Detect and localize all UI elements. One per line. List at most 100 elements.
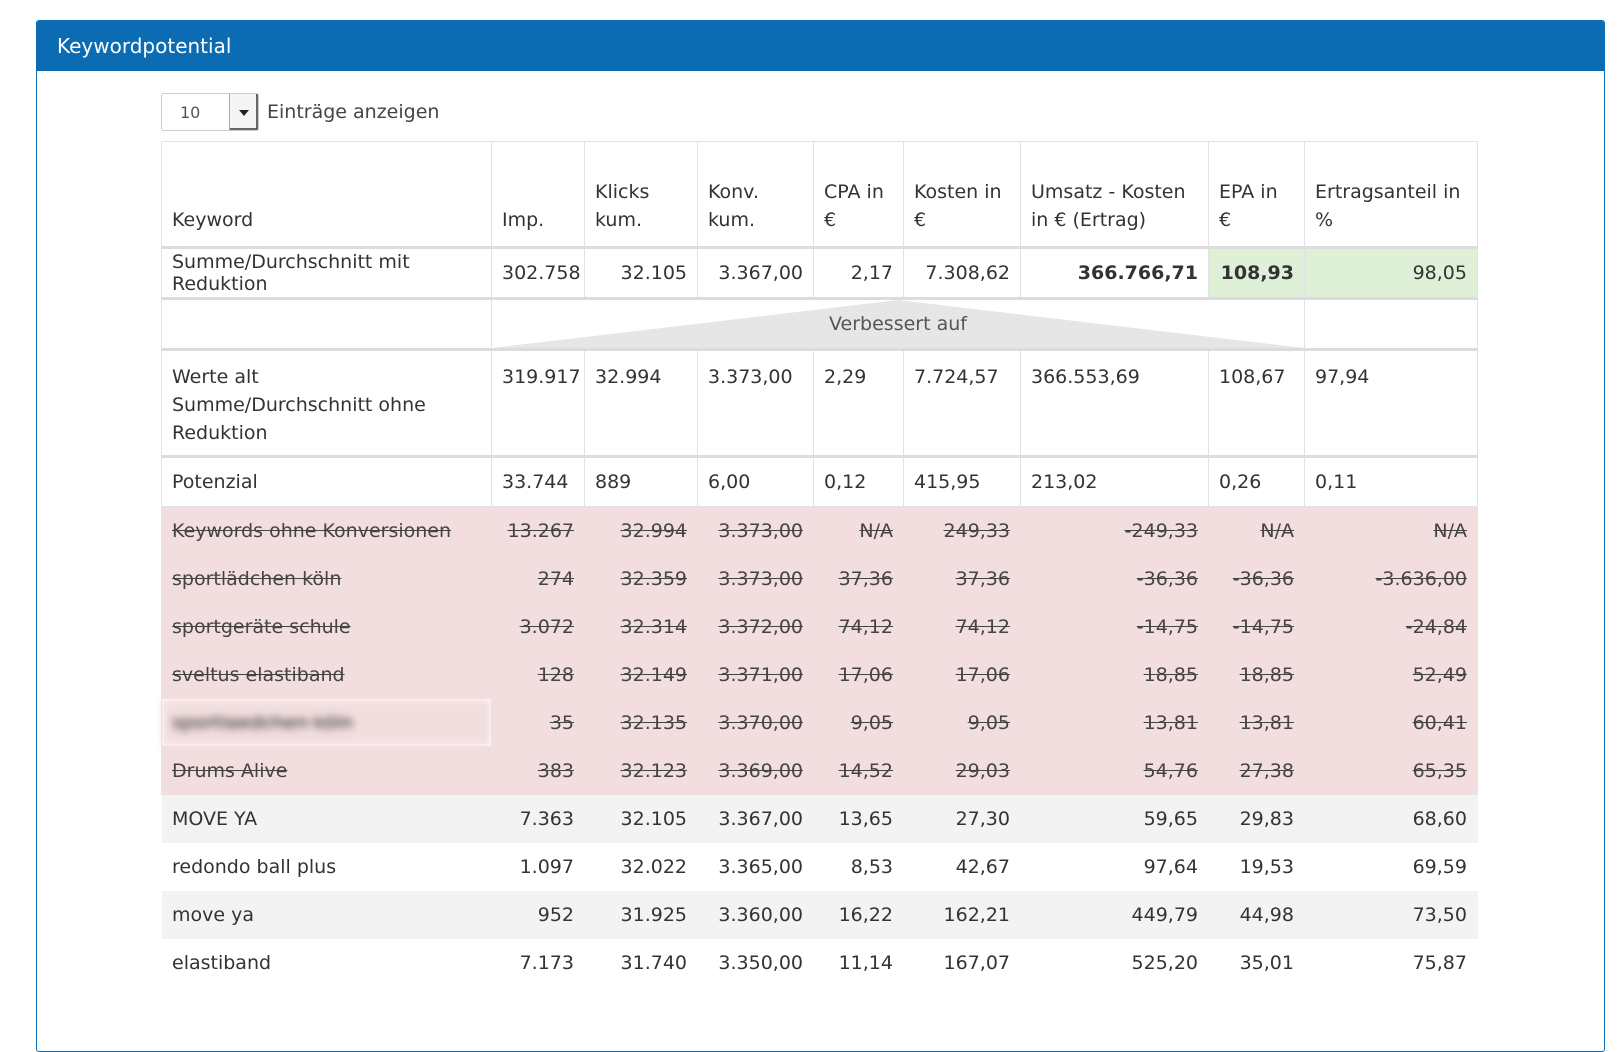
table-row: redondo ball plus 1.097 32.022 3.365,00 8,53… — [162, 843, 1478, 891]
value-cell: 13,65 — [813, 794, 904, 843]
value-cell: 3.373,00 — [697, 554, 814, 603]
removed-keyword-row: sportlaedchen köln 35 32.135 3.370,00 9,05 9,… — [161, 698, 1478, 747]
value-cell: 19,53 — [1239, 855, 1294, 878]
value-cell: 31.925 — [584, 890, 698, 939]
value-cell: -36,36 — [1208, 554, 1305, 603]
keyword-cell: sportgeräte schule — [161, 602, 492, 651]
entries-length-control: 10 Einträge anzeigen — [161, 92, 439, 132]
column-header[interactable]: EPA in € — [1208, 141, 1305, 249]
value-cell: 97,64 — [1143, 855, 1198, 878]
value-cell: 29,03 — [903, 746, 1021, 795]
value-cell: 274 — [491, 554, 585, 603]
value-cell: 44,98 — [1208, 890, 1305, 939]
value-cell: 18,85 — [1208, 650, 1305, 699]
value-cell: 383 — [491, 746, 585, 795]
value-cell: N/A — [1304, 506, 1478, 555]
old-values-row: Werte alt Summe/Durchschnitt ohne Redukti… — [161, 349, 1478, 458]
old-values-label: Werte alt Summe/Durchschnitt ohne Redukti… — [161, 349, 492, 458]
value-cell: 32.359 — [584, 554, 698, 603]
value-cell: 3.372,00 — [697, 602, 814, 651]
improved-label: Verbessert auf — [829, 313, 967, 335]
potential-cell: 889 — [584, 456, 698, 507]
column-header[interactable]: CPA in € — [813, 141, 904, 249]
column-header[interactable]: Kosten in € — [903, 141, 1021, 249]
summary-cell: 108,93 — [1208, 247, 1305, 300]
summary-label: Summe/Durchschnitt mit Reduktion — [161, 247, 492, 300]
value-cell: 7.363 — [491, 794, 585, 843]
chevron-down-icon[interactable] — [229, 94, 258, 130]
removed-keyword-row: sportgeräte schule 3.072 32.314 3.372,00 74,… — [161, 602, 1478, 651]
column-header[interactable]: Imp. — [491, 141, 585, 249]
value-cell: 29,83 — [1208, 794, 1305, 843]
value-cell: 75,87 — [1412, 951, 1467, 974]
value-cell: 952 — [491, 890, 585, 939]
value-cell: 9,05 — [813, 698, 904, 747]
old-value-cell: 32.994 — [584, 349, 698, 458]
value-cell: 16,22 — [813, 890, 904, 939]
value-cell: 3.350,00 — [718, 951, 803, 974]
old-value-cell: 97,94 — [1304, 349, 1478, 458]
value-cell: -24,84 — [1304, 602, 1478, 651]
removed-keyword-row: Keywords ohne Konversionen 13.267 32.994 3.… — [161, 506, 1478, 555]
value-cell: 3.370,00 — [697, 698, 814, 747]
value-cell: 13,81 — [1020, 698, 1209, 747]
keyword-cell: Keywords ohne Konversionen — [161, 506, 492, 555]
value-cell: 69,59 — [1412, 855, 1467, 878]
value-cell: 73,50 — [1304, 890, 1478, 939]
value-cell: -249,33 — [1020, 506, 1209, 555]
keyword-cell: sportlädchen köln — [161, 554, 492, 603]
funnel-shape — [492, 300, 1304, 348]
entries-length-select[interactable]: 10 — [161, 93, 259, 131]
improved-spacer-left — [161, 298, 492, 351]
column-header[interactable]: Keyword — [161, 141, 492, 249]
column-header[interactable]: Umsatz - Kosten in € (Ertrag) — [1020, 141, 1209, 249]
column-header[interactable]: Ertragsanteil in % — [1304, 141, 1478, 249]
value-cell: 54,76 — [1020, 746, 1209, 795]
value-cell: 3.367,00 — [697, 794, 814, 843]
column-header[interactable]: Konv. kum. — [697, 141, 814, 249]
improved-row: Verbessert auf — [161, 298, 1478, 351]
potential-cell: 213,02 — [1020, 456, 1209, 507]
panel-title: Keywordpotential — [37, 21, 1604, 71]
value-cell: 11,14 — [838, 951, 893, 974]
value-cell: 18,85 — [1020, 650, 1209, 699]
improved-funnel: Verbessert auf — [491, 298, 1305, 351]
value-cell: 9,05 — [903, 698, 1021, 747]
value-cell: -14,75 — [1020, 602, 1209, 651]
value-cell: -36,36 — [1020, 554, 1209, 603]
keyword-table: Keyword Imp. Klicks kum. Konv. kum. CPA in €… — [161, 141, 1478, 987]
value-cell: 32.314 — [584, 602, 698, 651]
old-value-cell: 319.917 — [491, 349, 585, 458]
value-cell: 7.173 — [519, 951, 574, 974]
keyword-cell: move ya — [161, 890, 492, 939]
potential-label: Potenzial — [161, 456, 492, 507]
summary-cell: 32.105 — [584, 247, 698, 300]
value-cell: 35,01 — [1239, 951, 1294, 974]
value-cell: 3.072 — [491, 602, 585, 651]
value-cell: 32.149 — [584, 650, 698, 699]
value-cell: 3.369,00 — [697, 746, 814, 795]
table-row: move ya 952 31.925 3.360,00 16,22 162,21 449,7… — [161, 890, 1478, 939]
value-cell: 37,36 — [813, 554, 904, 603]
value-cell: 37,36 — [903, 554, 1021, 603]
keyword-cell: Drums Alive — [161, 746, 492, 795]
value-cell: 32.135 — [584, 698, 698, 747]
value-cell: N/A — [1208, 506, 1305, 555]
summary-row: Summe/Durchschnitt mit Reduktion 302.758 3… — [161, 247, 1478, 300]
value-cell: 17,06 — [813, 650, 904, 699]
entries-length-label: Einträge anzeigen — [267, 101, 440, 123]
keyword-cell: elastiband — [172, 951, 272, 974]
value-cell: 3.373,00 — [697, 506, 814, 555]
value-cell: 13.267 — [491, 506, 585, 555]
value-cell: 14,52 — [813, 746, 904, 795]
value-cell: 1.097 — [519, 855, 574, 878]
removed-keyword-row: Drums Alive 383 32.123 3.369,00 14,52 29,03 54… — [161, 746, 1478, 795]
value-cell: 8,53 — [850, 855, 893, 878]
keyword-cell: sportlaedchen köln — [161, 698, 492, 747]
value-cell: 3.371,00 — [697, 650, 814, 699]
value-cell: 74,12 — [903, 602, 1021, 651]
column-header[interactable]: Klicks kum. — [584, 141, 698, 249]
summary-cell: 3.367,00 — [697, 247, 814, 300]
value-cell: 27,38 — [1208, 746, 1305, 795]
removed-keyword-row: sportlädchen köln 274 32.359 3.373,00 37,36 3… — [161, 554, 1478, 603]
